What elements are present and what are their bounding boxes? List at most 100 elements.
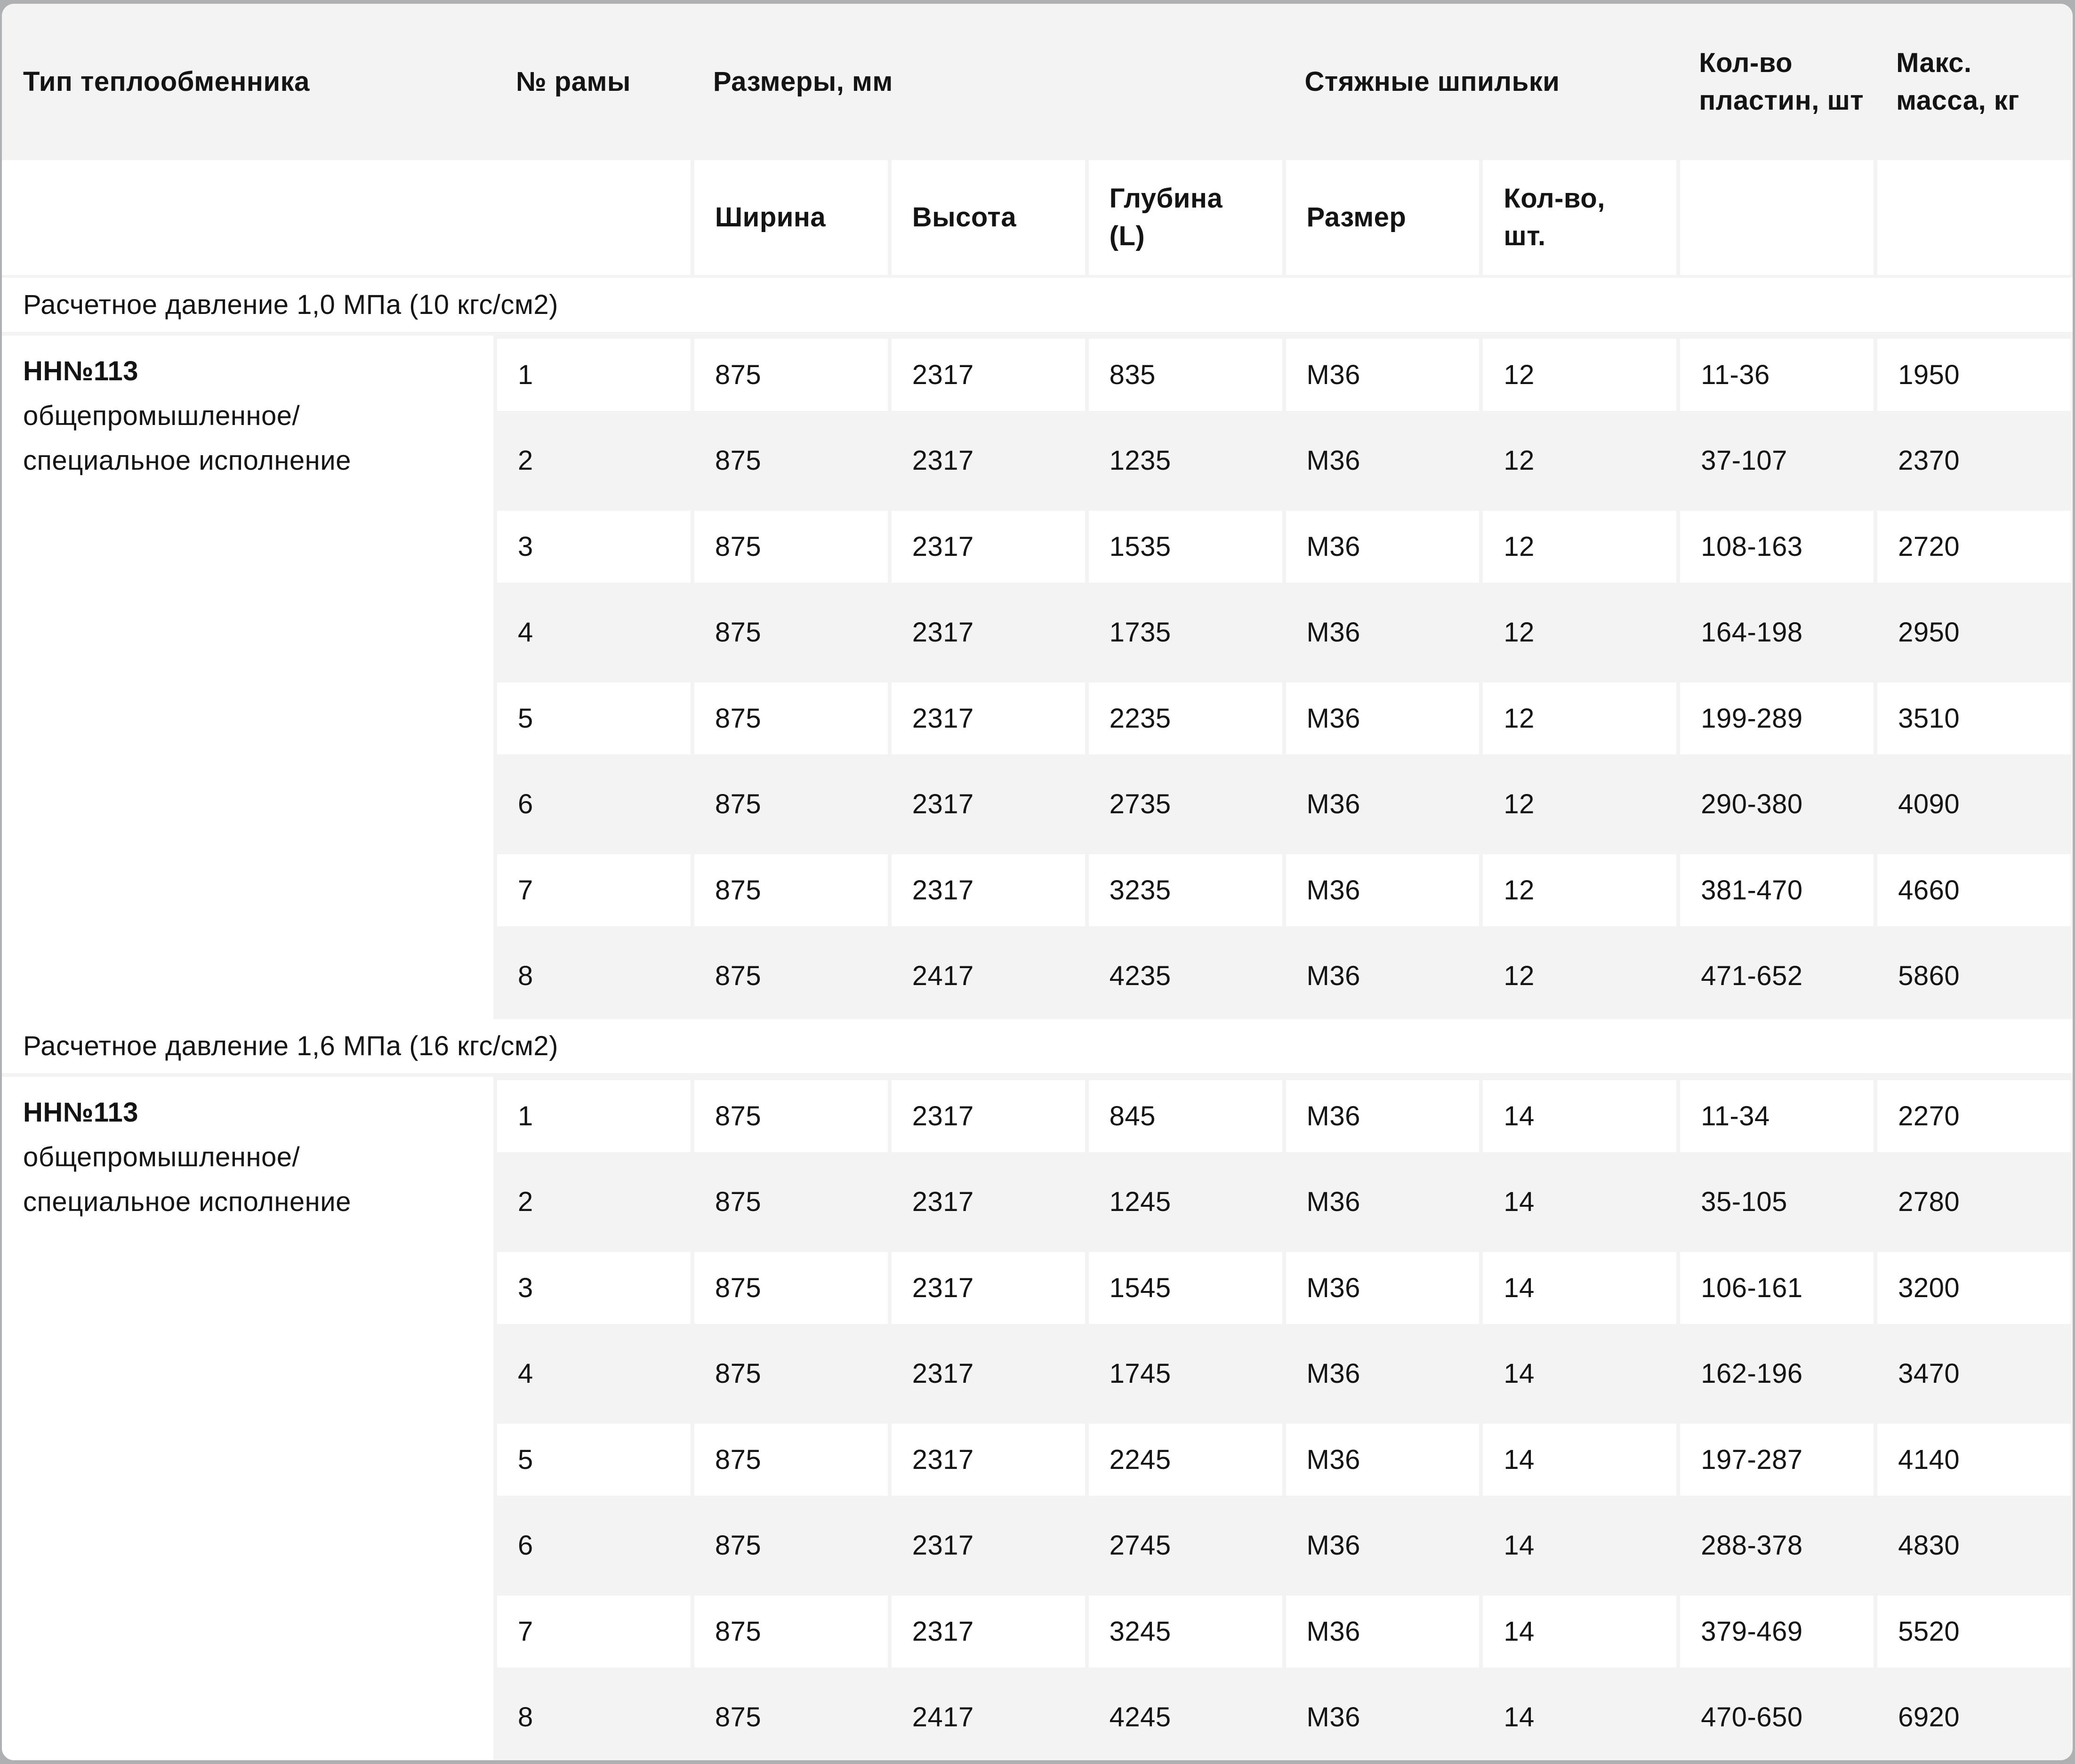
cell: 875: [715, 1187, 762, 1218]
cell: 875: [694, 511, 888, 583]
section-header-row: Расчетное давление 1,0 МПа (10 кгс/см2): [2, 278, 2073, 332]
cell: 4830: [1898, 1530, 1960, 1561]
header-max-mass-label: Макс. масса, кг: [1896, 48, 2019, 116]
cell: 875: [715, 445, 762, 476]
subheader-stud-size: Размер: [1286, 160, 1480, 275]
cell: 12: [1483, 339, 1677, 411]
cell: 2317: [912, 789, 974, 820]
cell: М36: [1306, 789, 1360, 820]
cell: 875: [694, 1424, 888, 1496]
cell: 2245: [1088, 1424, 1282, 1496]
cell: 5520: [1877, 1596, 2071, 1668]
cell: 6: [518, 1530, 533, 1561]
cell: 3: [497, 1252, 691, 1324]
cell: 379-469: [1680, 1596, 1874, 1668]
cell: 2317: [912, 1358, 974, 1389]
cell: 12: [1504, 789, 1535, 820]
cell: 2: [518, 1187, 533, 1218]
cell: 14: [1504, 1187, 1535, 1218]
section-title: Расчетное давление 1,6 МПа (16 кгс/см2): [23, 1031, 558, 1061]
exchanger-type-description: общепромышленное/специальное исполнение: [23, 401, 351, 476]
header-studs: Стяжные шпильки: [1304, 66, 1560, 97]
exchanger-type-name: НН№113: [23, 356, 138, 386]
cell: 875: [715, 1702, 762, 1733]
cell: 1245: [1109, 1187, 1171, 1218]
table-header-row-2: Ширина Высота Глубина (L) Размер Кол-во,…: [2, 160, 2073, 278]
cell: 2270: [1877, 1080, 2071, 1152]
cell: 3235: [1088, 854, 1282, 926]
subheader-stud-qty: Кол-во, шт.: [1483, 160, 1677, 275]
cell: 4245: [1109, 1702, 1171, 1733]
cell: 2317: [891, 1252, 1085, 1324]
cell: М36: [1306, 1187, 1360, 1218]
cell: 1735: [1109, 617, 1171, 648]
cell: 5: [497, 682, 691, 754]
cell: 35-105: [1701, 1187, 1787, 1218]
table-header-row-1: Тип теплообменника № рамы Размеры, мм Ст…: [2, 4, 2073, 160]
cell: 2: [518, 445, 533, 476]
header-type: Тип теплообменника: [23, 66, 310, 97]
header-empty-cell: [2, 160, 691, 275]
cell: 875: [694, 854, 888, 926]
cell: 288-378: [1701, 1530, 1803, 1561]
header-max-mass: Макс. масса, кг: [1875, 4, 2073, 160]
cell: 4090: [1898, 789, 1960, 820]
cell: 108-163: [1680, 511, 1874, 583]
cell: 835: [1088, 339, 1282, 411]
cell: 1: [497, 339, 691, 411]
exchanger-type-cell: НН№113 общепромышленное/специальное испол…: [2, 336, 493, 1019]
cell: 4140: [1877, 1424, 2071, 1496]
cell: 12: [1483, 511, 1677, 583]
cell: 6920: [1898, 1702, 1960, 1733]
cell: М36: [1286, 339, 1480, 411]
cell: 3: [497, 511, 691, 583]
cell: М36: [1306, 445, 1360, 476]
cell: 12: [1504, 961, 1535, 992]
cell: М36: [1286, 1424, 1480, 1496]
header-plates-count-label: Кол-во пластин, шт: [1699, 48, 1864, 116]
cell: 290-380: [1701, 789, 1803, 820]
cell: 2317: [891, 1596, 1085, 1668]
cell: 106-161: [1680, 1252, 1874, 1324]
cell: М36: [1306, 961, 1360, 992]
cell: 4235: [1109, 961, 1171, 992]
cell: 12: [1504, 617, 1535, 648]
cell: 2317: [912, 445, 974, 476]
cell: 875: [715, 961, 762, 992]
cell: 381-470: [1680, 854, 1874, 926]
cell: 875: [694, 682, 888, 754]
cell: 471-652: [1701, 961, 1803, 992]
cell: 2745: [1109, 1530, 1171, 1561]
cell: 197-287: [1680, 1424, 1874, 1496]
header-empty-cell: [1680, 160, 1874, 275]
cell: 14: [1504, 1530, 1535, 1561]
cell: 1: [497, 1080, 691, 1152]
cell: 14: [1483, 1080, 1677, 1152]
spec-table-card: Тип теплообменника № рамы Размеры, мм Ст…: [2, 4, 2073, 1760]
cell: 4: [518, 617, 533, 648]
cell: 12: [1483, 854, 1677, 926]
cell: 1745: [1109, 1358, 1171, 1389]
cell: 1535: [1088, 511, 1282, 583]
cell: М36: [1286, 1080, 1480, 1152]
cell: 2317: [891, 511, 1085, 583]
subheader-width: Ширина: [694, 160, 888, 275]
cell: 6: [518, 789, 533, 820]
cell: 2720: [1877, 511, 2071, 583]
cell: 2317: [912, 617, 974, 648]
cell: 2317: [891, 854, 1085, 926]
header-frame-number: № рамы: [516, 66, 631, 97]
cell: 7: [497, 1596, 691, 1668]
cell: 1545: [1088, 1252, 1282, 1324]
cell: 2317: [891, 339, 1085, 411]
header-empty-cell: [1877, 160, 2071, 275]
cell: 4: [518, 1358, 533, 1389]
cell: 12: [1504, 445, 1535, 476]
cell: 1950: [1877, 339, 2071, 411]
cell: 14: [1504, 1702, 1535, 1733]
cell: 2317: [891, 682, 1085, 754]
cell: 37-107: [1701, 445, 1787, 476]
cell: 5860: [1898, 961, 1960, 992]
cell: М36: [1306, 1358, 1360, 1389]
cell: 2370: [1898, 445, 1960, 476]
